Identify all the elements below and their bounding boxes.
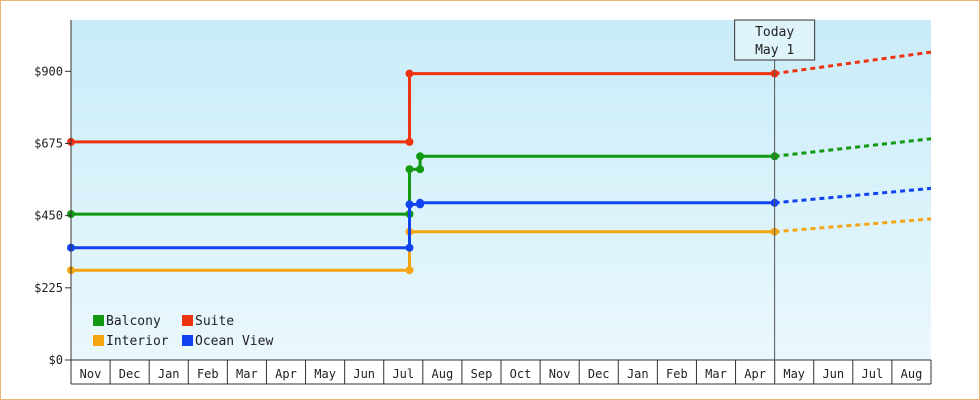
x-tick-label: Oct (510, 367, 532, 381)
x-tick-label: Mar (705, 367, 727, 381)
legend-swatch-balcony (93, 315, 104, 326)
x-tick-label: Jul (862, 367, 884, 381)
x-tick-label: Mar (236, 367, 258, 381)
series-line-suite (71, 72, 775, 144)
x-tick-label: Jun (822, 367, 844, 381)
x-tick-label: Apr (275, 367, 297, 381)
data-point-ocean-view (405, 243, 414, 252)
today-label-line2: May 1 (755, 43, 794, 58)
x-tick-label: Jun (353, 367, 375, 381)
data-point-balcony (416, 165, 425, 174)
data-point-suite (405, 69, 414, 78)
x-tick-label: Jul (392, 367, 414, 381)
y-tick-label: $225 (34, 281, 63, 295)
y-tick-label: $900 (34, 64, 63, 78)
today-box (734, 19, 816, 61)
y-tick-label: $675 (34, 136, 63, 150)
x-tick-label: May (783, 367, 805, 381)
axis-layer: $0 $225 $450 $675 $900 Nov Dec Jan Feb Mar Apr May J… (34, 20, 932, 385)
data-point-interior (405, 266, 414, 275)
legend-label-ocean-view: Ocean View (195, 334, 273, 349)
x-tick-label: Feb (666, 367, 688, 381)
legend-label-balcony: Balcony (106, 314, 161, 329)
legend-swatch-suite (182, 315, 193, 326)
x-tick-label: Feb (197, 367, 219, 381)
y-tick-label: $0 (49, 353, 63, 367)
legend-label-interior: Interior (106, 334, 169, 349)
x-tick-label: Dec (588, 367, 610, 381)
x-tick-label: Dec (119, 367, 141, 381)
series-line-balcony (71, 154, 775, 216)
x-tick-label: Nov (549, 367, 571, 381)
forecast-line-ocean-view (774, 186, 932, 205)
series-line-ocean-view (71, 201, 775, 250)
data-point-balcony (405, 165, 414, 174)
legend: Balcony Suite Interior Ocean View (93, 314, 273, 349)
x-tick-label: Apr (744, 367, 766, 381)
series-ocean-view (67, 186, 932, 252)
data-point-ocean-view (416, 198, 425, 207)
x-tick-label: Nov (80, 367, 102, 381)
x-tick-label: May (314, 367, 336, 381)
legend-label-suite: Suite (195, 314, 234, 329)
y-tick-label: $450 (34, 209, 63, 223)
series-layer (67, 50, 932, 275)
legend-swatch-interior (93, 335, 104, 346)
data-point-suite (405, 137, 414, 146)
x-tick-label: Sep (471, 367, 493, 381)
x-tick-label: Aug (432, 367, 454, 381)
data-point-ocean-view (405, 200, 414, 209)
today-marker: Today May 1 (734, 19, 816, 384)
x-tick-label: Jan (627, 367, 649, 381)
x-tick-label: Aug (901, 367, 923, 381)
plot-background (71, 20, 931, 360)
forecast-line-interior (774, 217, 932, 234)
legend-swatch-ocean-view (182, 335, 193, 346)
x-tick-label: Jan (158, 367, 180, 381)
data-point-balcony (416, 152, 425, 161)
today-label-line1: Today (755, 25, 794, 40)
